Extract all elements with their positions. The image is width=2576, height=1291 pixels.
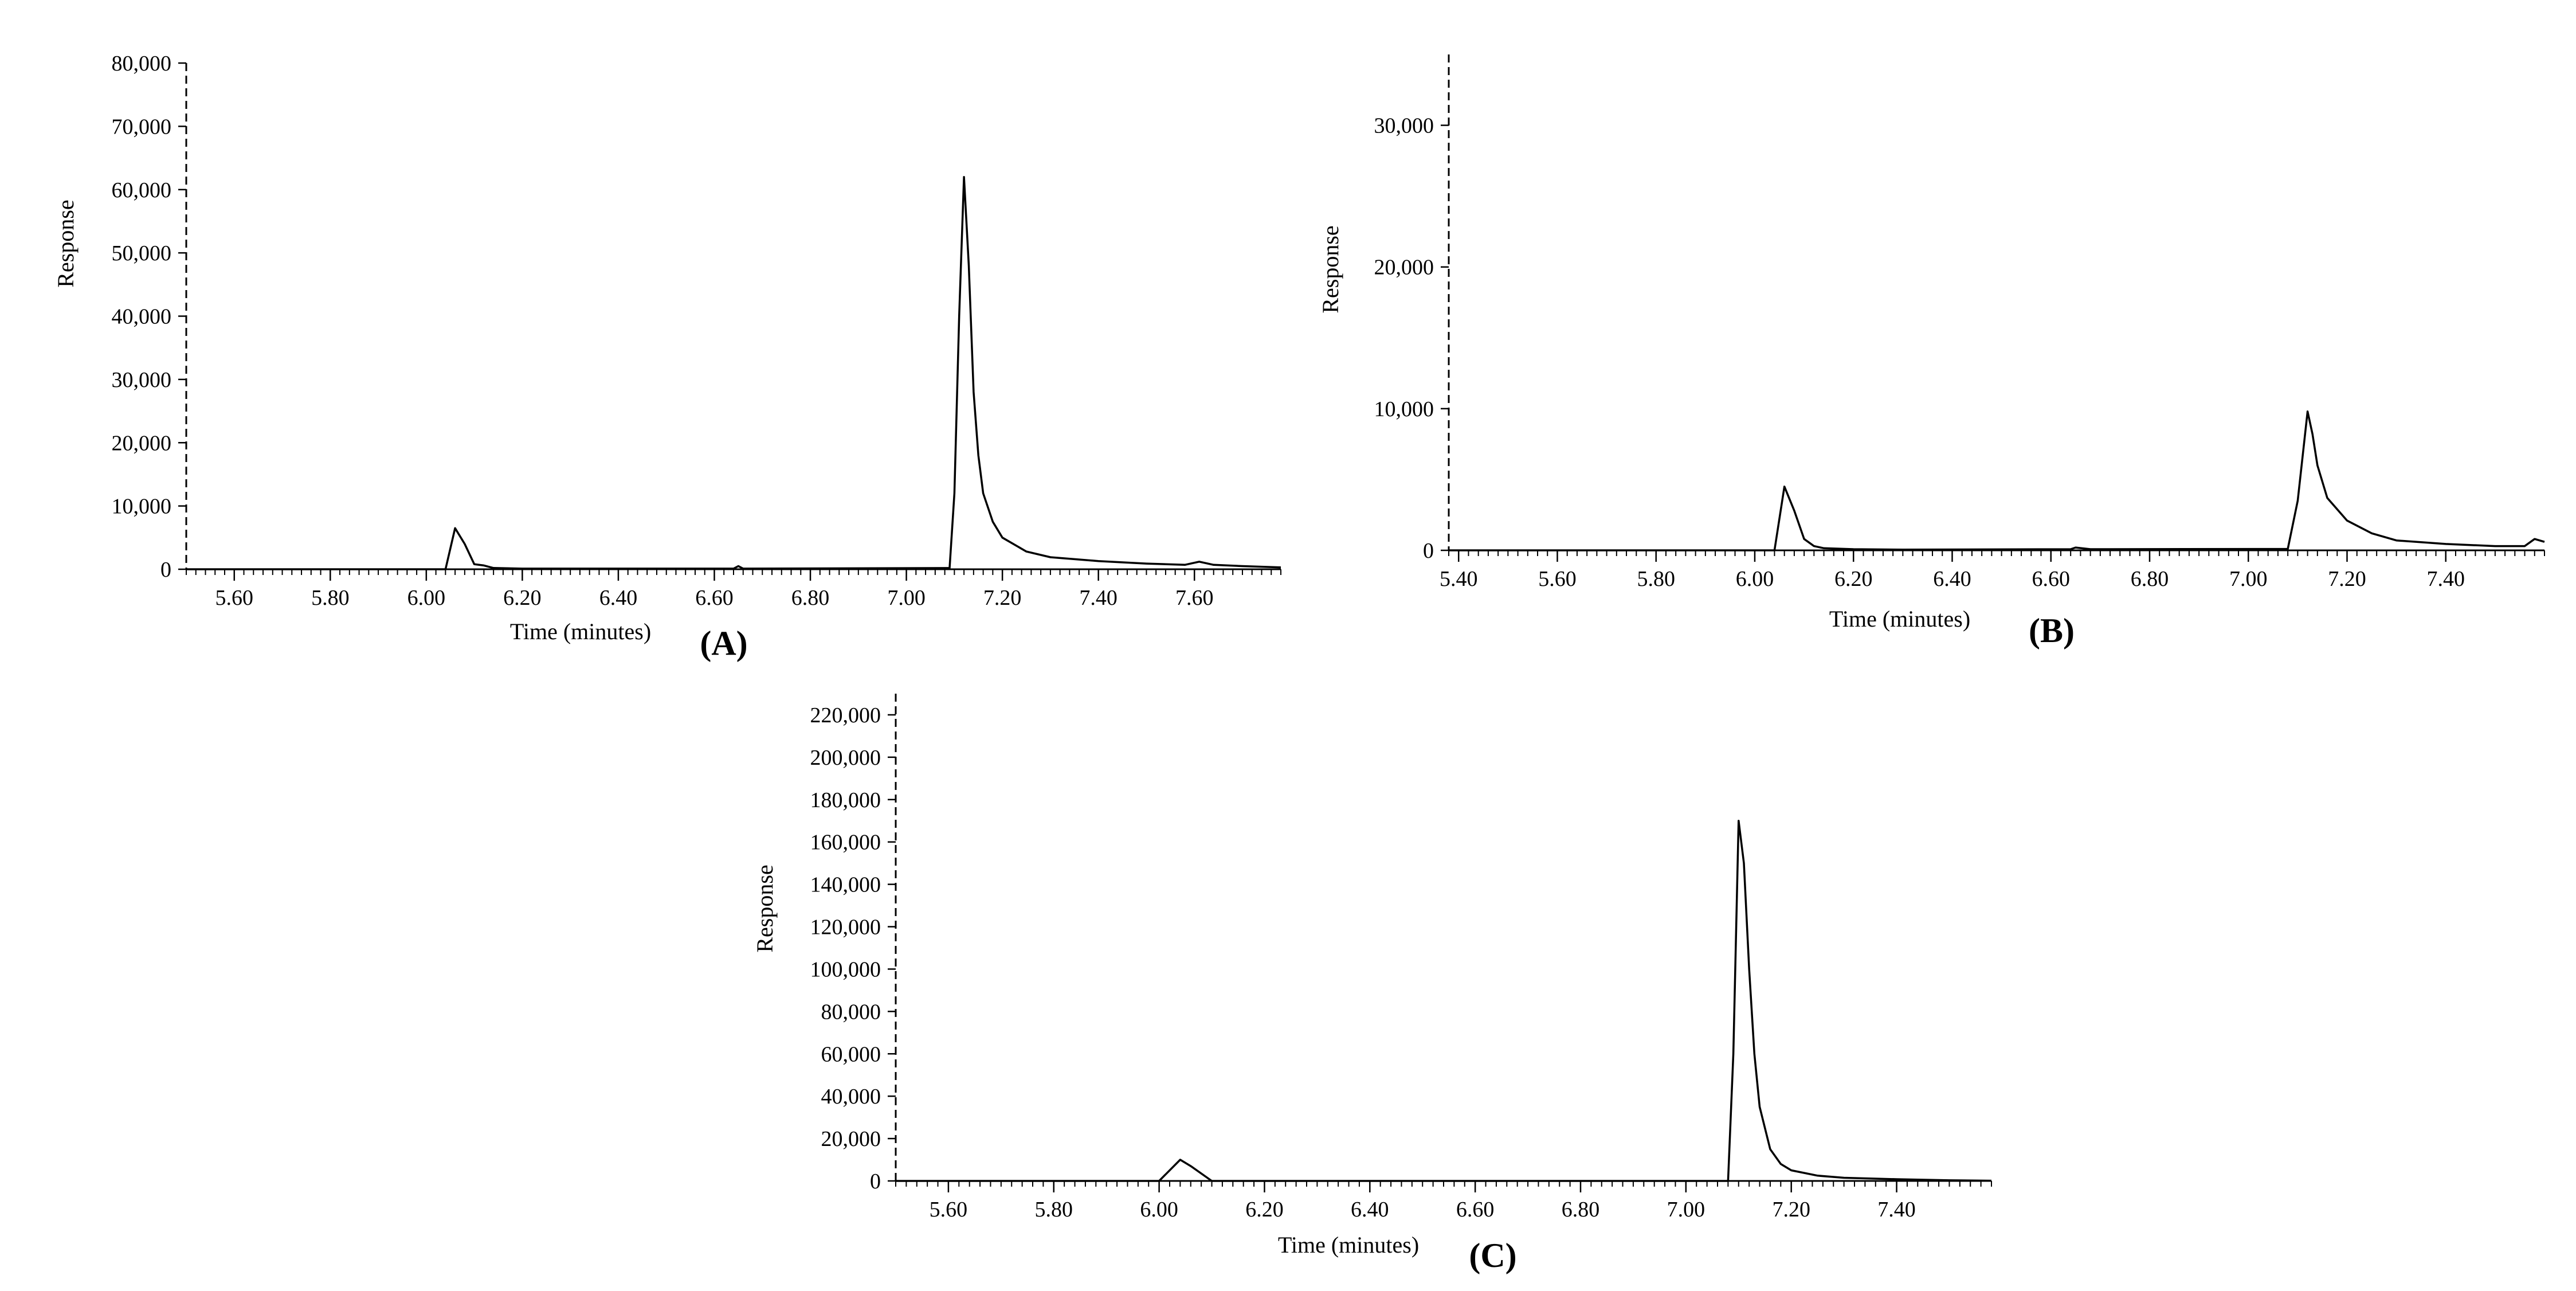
panel-a-y-tick-label: 30,000 bbox=[112, 368, 172, 392]
panel-b-xlabel: Time (minutes) bbox=[1829, 606, 1970, 632]
panel-c-ylabel: Response bbox=[752, 864, 778, 952]
panel-b-x-tick-label: 5.40 bbox=[1440, 567, 1478, 591]
panel-c-x-tick-label: 7.00 bbox=[1667, 1198, 1705, 1222]
panel-a-y-tick-label: 70,000 bbox=[112, 115, 172, 139]
panel-c-y-tick-label: 140,000 bbox=[810, 873, 881, 897]
panel-b-x-tick-label: 6.00 bbox=[1736, 567, 1774, 591]
panel-a-x-tick-label: 7.20 bbox=[983, 586, 1022, 610]
panel-c-y-tick-label: 160,000 bbox=[810, 831, 881, 855]
panel-a-x-tick-label: 6.40 bbox=[599, 586, 638, 610]
panel-c-x-tick-label: 5.80 bbox=[1035, 1198, 1073, 1222]
panel-a-y-tick-label: 0 bbox=[160, 558, 171, 582]
panel-a-x-tick-label: 5.80 bbox=[311, 586, 350, 610]
panel-a-y-tick-label: 40,000 bbox=[112, 305, 172, 329]
panel-b-y-tick-label: 10,000 bbox=[1374, 397, 1434, 421]
panel-a-x-tick-label: 6.00 bbox=[407, 586, 446, 610]
panel-b-tag: (B) bbox=[2029, 612, 2075, 650]
panel-a-series-line bbox=[186, 175, 1281, 570]
panel-c-x-tick-label: 6.00 bbox=[1140, 1198, 1178, 1222]
panel-b-series-line bbox=[1449, 410, 2545, 551]
panel-b-ylabel: Response bbox=[1318, 225, 1343, 313]
panel-b-y-tick-label: 0 bbox=[1423, 539, 1434, 563]
panel-b-y-tick-label: 20,000 bbox=[1374, 256, 1434, 280]
panel-c-y-tick-label: 180,000 bbox=[810, 788, 881, 812]
panel-c-y-tick-label: 60,000 bbox=[821, 1042, 881, 1066]
panel-c-y-tick-label: 220,000 bbox=[810, 703, 881, 727]
panel-b-x-tick-label: 7.40 bbox=[2426, 567, 2465, 591]
panel-c-y-tick-label: 100,000 bbox=[810, 957, 881, 981]
panel-c-y-tick-label: 0 bbox=[870, 1169, 881, 1194]
panel-a-x-tick-label: 6.60 bbox=[695, 586, 734, 610]
panel-c-x-tick-label: 7.20 bbox=[1772, 1198, 1810, 1222]
panel-c-x-tick-label: 6.20 bbox=[1245, 1198, 1284, 1222]
panel-c-y-tick-label: 200,000 bbox=[810, 746, 881, 770]
panel-b-x-tick-label: 7.20 bbox=[2328, 567, 2366, 591]
panel-a-x-tick-label: 7.60 bbox=[1175, 586, 1214, 610]
panel-c-y-tick-label: 20,000 bbox=[821, 1127, 881, 1151]
panel-b-chart: 5.40 5.60 5.80 6.00 6.20 6.40 6.60 6.80 7.00 7.20… bbox=[1318, 54, 2545, 650]
panel-c-x-tick-label: 6.40 bbox=[1351, 1198, 1389, 1222]
panel-b-x-tick-label: 6.80 bbox=[2131, 567, 2169, 591]
panel-a-x-tick-label: 7.00 bbox=[887, 586, 926, 610]
panel-a-y-tick-label: 50,000 bbox=[112, 241, 172, 265]
panel-b-x-tick-label: 6.60 bbox=[2032, 567, 2070, 591]
panel-a-x-tick-label: 5.60 bbox=[215, 586, 254, 610]
panel-a-x-tick-label: 6.80 bbox=[791, 586, 830, 610]
panel-c-chart: 5.60 5.80 6.00 6.20 6.40 6.60 6.80 7.00 7.20 7.40… bbox=[752, 694, 1992, 1274]
panel-c-series-line bbox=[896, 819, 1992, 1182]
panel-c-x-tick-label: 7.40 bbox=[1877, 1198, 1916, 1222]
panel-a-y-tick-label: 10,000 bbox=[112, 495, 172, 519]
panel-a-y-tick-label: 80,000 bbox=[112, 52, 172, 76]
panel-a-x-tick-label: 6.20 bbox=[503, 586, 542, 610]
panel-b-x-tick-label: 7.00 bbox=[2229, 567, 2268, 591]
panel-a-y-tick-label: 20,000 bbox=[112, 431, 172, 455]
panel-a-ylabel: Response bbox=[53, 199, 79, 287]
panel-a-tag: (A) bbox=[700, 624, 747, 662]
panel-b-x-tick-label: 6.40 bbox=[1933, 567, 1971, 591]
panel-b-x-tick-label: 5.60 bbox=[1538, 567, 1577, 591]
panel-b-x-tick-label: 5.80 bbox=[1637, 567, 1675, 591]
panel-b-x-tick-label: 6.20 bbox=[1834, 567, 1873, 591]
panel-c-tag: (C) bbox=[1469, 1237, 1516, 1274]
panel-c-y-tick-label: 40,000 bbox=[821, 1085, 881, 1109]
panel-a-y-tick-label: 60,000 bbox=[112, 178, 172, 202]
panel-c-x-tick-label: 6.60 bbox=[1456, 1198, 1495, 1222]
panel-c-xlabel: Time (minutes) bbox=[1278, 1232, 1419, 1258]
panel-c-x-tick-label: 6.80 bbox=[1562, 1198, 1600, 1222]
panel-c-x-tick-label: 5.60 bbox=[930, 1198, 968, 1222]
panel-b-y-tick-label: 30,000 bbox=[1374, 114, 1434, 138]
panel-a-x-tick-label: 7.40 bbox=[1079, 586, 1118, 610]
panel-c-y-tick-label: 80,000 bbox=[821, 1000, 881, 1024]
panel-c-y-tick-label: 120,000 bbox=[810, 916, 881, 940]
panel-a-xlabel: Time (minutes) bbox=[510, 619, 651, 644]
panel-a-chart: 5.60 5.80 6.00 6.20 6.40 6.60 6.80 7.00 7.20 7.40… bbox=[53, 52, 1281, 662]
